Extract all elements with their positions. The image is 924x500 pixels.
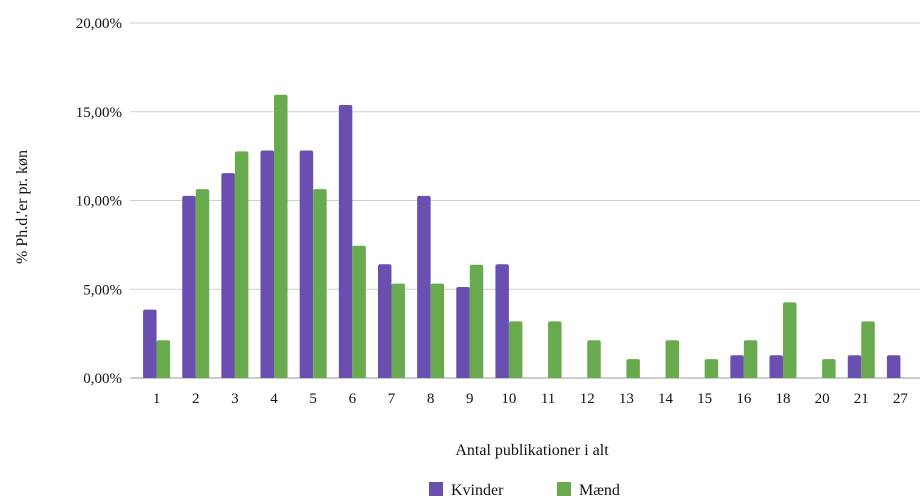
bar-kvinder-6	[338, 105, 353, 378]
x-axis-title: Antal publikationer i alt	[455, 442, 609, 459]
bar-maend-4	[274, 94, 288, 379]
bar-kvinder-1	[143, 309, 157, 378]
bar-maend-10	[508, 321, 523, 378]
x-tick-label: 27	[893, 391, 909, 407]
legend-label-maend: Mænd	[579, 482, 620, 499]
legend: Kvinder Mænd	[429, 482, 620, 499]
x-tick-label: 4	[270, 391, 278, 407]
bar-maend-8	[430, 283, 445, 378]
bar-kvinder-7	[377, 264, 392, 378]
y-tick-label: 5,00%	[83, 282, 122, 298]
y-axis-ticks: 0,00% 5,00% 10,00% 15,00% 20,00%	[76, 16, 122, 387]
x-tick-label: 11	[541, 391, 555, 407]
bar-maend-20	[822, 359, 836, 378]
x-tick-label: 21	[854, 391, 869, 407]
bar-maend-2	[195, 189, 210, 378]
x-tick-label: 13	[619, 391, 634, 407]
bar-maend-9	[469, 264, 484, 378]
x-tick-label: 2	[192, 391, 200, 407]
bar-kvinder-10	[495, 264, 509, 378]
x-tick-label: 5	[309, 391, 317, 407]
x-tick-label: 1	[153, 391, 161, 407]
legend-swatch-maend	[557, 482, 571, 496]
bar-maend-14	[665, 340, 680, 378]
x-tick-label: 12	[580, 391, 595, 407]
bar-kvinder-27	[886, 355, 901, 378]
bar-kvinder-9	[456, 286, 470, 378]
bar-kvinder-5	[299, 150, 314, 378]
bar-maend-18	[782, 302, 797, 378]
x-tick-label: 14	[658, 391, 674, 407]
bar-maend-13	[626, 359, 640, 378]
bar-maend-5	[313, 189, 327, 378]
bar-kvinder-2	[182, 195, 196, 378]
bar-maend-7	[391, 283, 405, 378]
bar-maend-1	[156, 340, 171, 378]
x-tick-label: 15	[697, 391, 712, 407]
y-axis-title: % Ph.d.'er pr. køn	[14, 150, 31, 264]
legend-swatch-kvinder	[429, 482, 443, 496]
x-tick-label: 3	[231, 391, 239, 407]
bar-kvinder-18	[769, 355, 783, 378]
bar-maend-21	[861, 321, 875, 378]
y-tick-label: 10,00%	[76, 194, 122, 210]
bar-maend-15	[704, 359, 719, 378]
y-tick-label: 0,00%	[83, 371, 122, 387]
y-tick-label: 15,00%	[76, 105, 122, 121]
bar-maend-12	[587, 340, 601, 378]
bars	[143, 94, 901, 379]
bar-maend-6	[352, 245, 366, 378]
x-tick-label: 7	[388, 391, 396, 407]
bar-kvinder-3	[221, 173, 235, 378]
bar-kvinder-16	[730, 355, 744, 378]
legend-label-kvinder: Kvinder	[451, 482, 504, 499]
x-tick-label: 16	[736, 391, 752, 407]
x-axis-ticks: 1 2 3 4 5 6 7 8 9 10 11 12 13 14 15 16 18 20 21 27	[153, 391, 909, 407]
x-tick-label: 18	[775, 391, 790, 407]
x-tick-label: 8	[427, 391, 435, 407]
gridlines	[130, 22, 920, 379]
bar-maend-11	[548, 321, 562, 378]
bar-kvinder-4	[260, 150, 275, 378]
x-tick-label: 6	[349, 391, 357, 407]
x-tick-label: 10	[501, 391, 516, 407]
x-tick-label: 9	[466, 391, 474, 407]
bar-kvinder-21	[847, 355, 862, 378]
y-tick-label: 20,00%	[76, 16, 122, 32]
x-tick-label: 20	[815, 391, 830, 407]
bar-maend-16	[743, 340, 758, 378]
bar-kvinder-8	[417, 195, 431, 378]
bar-maend-3	[234, 151, 249, 378]
